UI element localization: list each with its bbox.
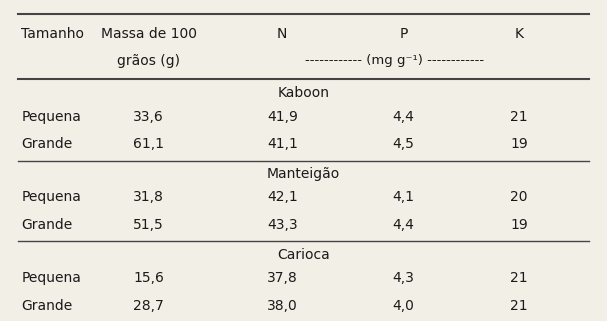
Text: Carioca: Carioca — [277, 248, 330, 262]
Text: 43,3: 43,3 — [267, 218, 297, 232]
Text: Massa de 100: Massa de 100 — [101, 27, 197, 41]
Text: 20: 20 — [510, 190, 527, 204]
Text: 33,6: 33,6 — [134, 109, 164, 124]
Text: 19: 19 — [510, 137, 528, 152]
Text: P: P — [399, 27, 408, 41]
Text: 28,7: 28,7 — [134, 299, 164, 313]
Text: Grande: Grande — [21, 299, 72, 313]
Text: Pequena: Pequena — [21, 190, 81, 204]
Text: N: N — [277, 27, 288, 41]
Text: 21: 21 — [510, 299, 528, 313]
Text: 31,8: 31,8 — [134, 190, 164, 204]
Text: 4,1: 4,1 — [393, 190, 415, 204]
Text: 4,0: 4,0 — [393, 299, 415, 313]
Text: K: K — [515, 27, 523, 41]
Text: 4,4: 4,4 — [393, 109, 415, 124]
Text: 38,0: 38,0 — [267, 299, 297, 313]
Text: 41,1: 41,1 — [267, 137, 297, 152]
Text: 21: 21 — [510, 109, 528, 124]
Text: 15,6: 15,6 — [134, 271, 164, 285]
Text: 37,8: 37,8 — [267, 271, 297, 285]
Text: 41,9: 41,9 — [267, 109, 297, 124]
Text: Pequena: Pequena — [21, 109, 81, 124]
Text: Kaboon: Kaboon — [277, 86, 330, 100]
Text: Pequena: Pequena — [21, 271, 81, 285]
Text: 19: 19 — [510, 218, 528, 232]
Text: grãos (g): grãos (g) — [117, 54, 180, 68]
Text: 4,4: 4,4 — [393, 218, 415, 232]
Text: Grande: Grande — [21, 218, 72, 232]
Text: 61,1: 61,1 — [133, 137, 164, 152]
Text: 4,5: 4,5 — [393, 137, 415, 152]
Text: 21: 21 — [510, 271, 528, 285]
Text: Grande: Grande — [21, 137, 72, 152]
Text: 42,1: 42,1 — [267, 190, 297, 204]
Text: Manteigão: Manteigão — [267, 167, 340, 181]
Text: Tamanho: Tamanho — [21, 27, 84, 41]
Text: 51,5: 51,5 — [134, 218, 164, 232]
Text: 4,3: 4,3 — [393, 271, 415, 285]
Text: ------------ (mg g⁻¹) ------------: ------------ (mg g⁻¹) ------------ — [305, 55, 484, 67]
